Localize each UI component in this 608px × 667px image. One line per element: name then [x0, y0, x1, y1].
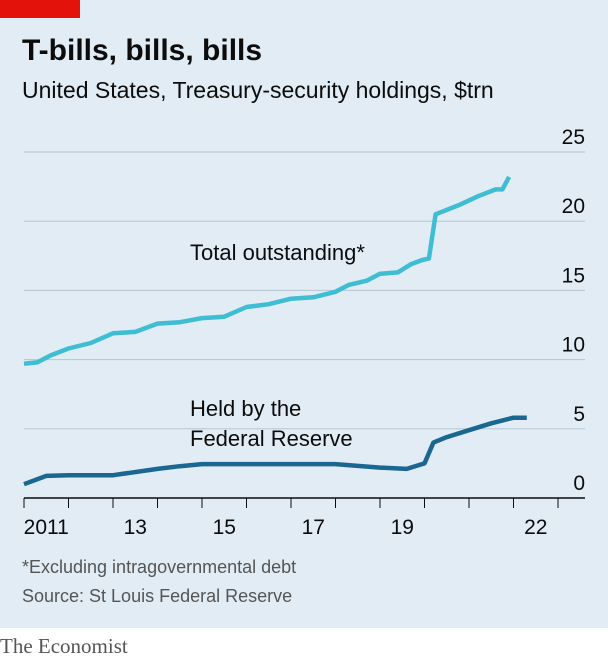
- chart-subtitle: United States, Treasury-security holding…: [22, 77, 494, 103]
- y-tick-label: 15: [562, 264, 585, 287]
- annotation: Held by the: [190, 396, 301, 421]
- annotation: Federal Reserve: [190, 426, 353, 451]
- background: [0, 0, 608, 628]
- x-tick-label: 13: [124, 516, 147, 539]
- y-tick-label: 5: [573, 403, 585, 426]
- plot: 0 5 10 15 20 25 2011 13 15 17 19 22: [23, 126, 585, 539]
- x-tick-label: 17: [302, 516, 325, 539]
- annotation: Total outstanding*: [190, 240, 365, 265]
- x-tick-label: 19: [391, 516, 414, 539]
- y-tick-label: 0: [573, 472, 585, 495]
- x-tick-label: 15: [213, 516, 236, 539]
- series-line: [23, 175, 512, 367]
- x-tick-label: 22: [524, 516, 547, 539]
- series-line: [23, 415, 527, 487]
- x-tick-label: 2011: [24, 516, 69, 539]
- source: Source: St Louis Federal Reserve: [22, 586, 292, 606]
- y-tick-label: 20: [562, 195, 585, 218]
- chart-title: T-bills, bills, bills: [22, 34, 262, 67]
- brand: The Economist: [0, 634, 128, 658]
- red-tag: [0, 0, 80, 18]
- y-tick-label: 10: [562, 334, 585, 357]
- footnote: *Excluding intragovernmental debt: [22, 557, 296, 577]
- y-tick-label: 25: [562, 126, 585, 149]
